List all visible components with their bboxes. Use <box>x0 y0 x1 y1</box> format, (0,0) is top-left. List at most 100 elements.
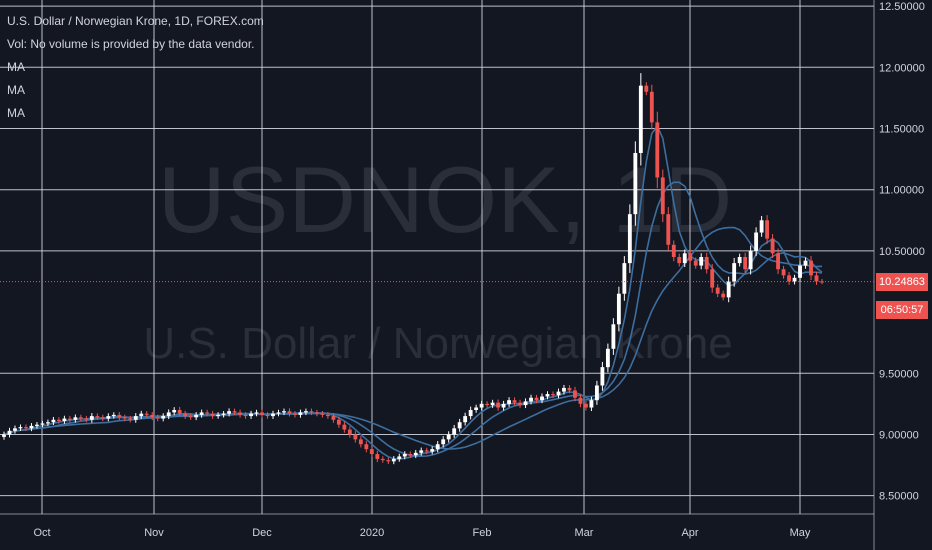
candle-body <box>304 411 308 413</box>
candle-body <box>265 414 270 417</box>
candle-body <box>430 449 435 452</box>
candle-body <box>199 412 204 415</box>
candle-body <box>347 429 352 435</box>
candle-body <box>573 390 577 398</box>
candle-body <box>457 422 462 429</box>
legend-ma-2[interactable]: MA <box>7 83 25 97</box>
candle-body <box>89 416 94 420</box>
candle-body <box>375 454 380 459</box>
candle-body <box>743 257 748 270</box>
candle-body <box>331 416 336 420</box>
candle-body <box>100 417 105 419</box>
candle-body <box>655 122 660 178</box>
candle-body <box>45 422 50 424</box>
candle-body <box>216 414 221 417</box>
candle-body <box>446 434 451 440</box>
candle-body <box>715 287 720 294</box>
candle-body <box>342 424 347 430</box>
candle-body <box>616 293 621 325</box>
candle-body <box>578 397 583 404</box>
candle-body <box>474 407 479 410</box>
candle-body <box>78 417 83 419</box>
candle-body <box>155 417 160 419</box>
candle-body <box>117 414 122 418</box>
candle-body <box>397 456 402 459</box>
legend-ma-3[interactable]: MA <box>7 106 25 120</box>
candle-body <box>18 427 23 429</box>
candle-body <box>754 232 759 251</box>
candle-body <box>40 423 45 425</box>
candle-body <box>589 400 594 408</box>
candle-body <box>139 413 144 417</box>
candle-body <box>424 450 429 452</box>
candle-body <box>62 418 67 421</box>
y-tick-label: 11.50000 <box>879 124 924 136</box>
candle-body <box>721 293 726 298</box>
legend-ma-1[interactable]: MA <box>7 60 25 74</box>
chart-legend: U.S. Dollar / Norwegian Krone, 1D, FOREX… <box>7 10 264 125</box>
candle-body <box>243 414 248 417</box>
legend-volume[interactable]: Vol: No volume is provided by the data v… <box>7 37 255 51</box>
candle-body <box>556 391 561 396</box>
candle-body <box>260 412 264 415</box>
candle-body <box>507 400 511 404</box>
candle-body <box>353 434 358 440</box>
candle-body <box>545 394 550 397</box>
candle-body <box>413 452 418 456</box>
candle-body <box>737 257 742 264</box>
candle-body <box>512 400 517 403</box>
candlestick-series <box>2 73 824 465</box>
candle-body <box>320 413 325 415</box>
candle-body <box>551 394 555 396</box>
candle-body <box>567 387 572 391</box>
candle-body <box>726 281 731 298</box>
candle-body <box>358 439 363 445</box>
x-tick-label: Dec <box>252 527 272 539</box>
candle-body <box>688 253 693 261</box>
x-tick-label: Feb <box>473 527 492 539</box>
candle-body <box>166 412 171 417</box>
candle-body <box>787 275 791 282</box>
candle-body <box>287 411 292 414</box>
candle-body <box>496 402 501 408</box>
bar-countdown-label: 06:50:57 <box>876 300 928 319</box>
candle-body <box>638 85 643 153</box>
candle-body <box>501 403 506 408</box>
candle-body <box>172 409 177 413</box>
candle-body <box>35 424 39 426</box>
candle-body <box>150 414 155 418</box>
candle-body <box>479 403 484 408</box>
candle-body <box>732 263 737 282</box>
candle-body <box>221 413 226 415</box>
candle-body <box>276 412 281 414</box>
candle-body <box>188 416 193 418</box>
candle-body <box>271 413 275 417</box>
candle-body <box>671 244 676 257</box>
candle-body <box>605 348 610 368</box>
candle-body <box>133 416 138 420</box>
x-tick-label: Oct <box>33 527 50 539</box>
candle-body <box>622 263 627 294</box>
candle-body <box>51 419 56 423</box>
candle-body <box>205 412 210 414</box>
y-tick-label: 12.50000 <box>879 1 925 13</box>
candle-body <box>677 257 682 264</box>
y-axis: 12.50000 12.00000 11.50000 11.00000 10.50000… <box>879 1 925 503</box>
candle-body <box>468 409 473 417</box>
candle-body <box>809 260 813 276</box>
candle-body <box>435 444 440 450</box>
candle-body <box>73 417 78 420</box>
candle-body <box>84 418 89 420</box>
candle-body <box>693 260 698 266</box>
candle-body <box>781 269 786 276</box>
candle-body <box>803 260 808 266</box>
candle-body <box>600 367 605 386</box>
candle-body <box>210 413 215 417</box>
candle-body <box>408 454 413 456</box>
candle-body <box>194 414 199 418</box>
legend-title[interactable]: U.S. Dollar / Norwegian Krone, 1D, FOREX… <box>7 14 264 28</box>
candle-body <box>419 450 424 453</box>
candle-body <box>523 401 528 406</box>
x-tick-label: May <box>790 527 811 539</box>
